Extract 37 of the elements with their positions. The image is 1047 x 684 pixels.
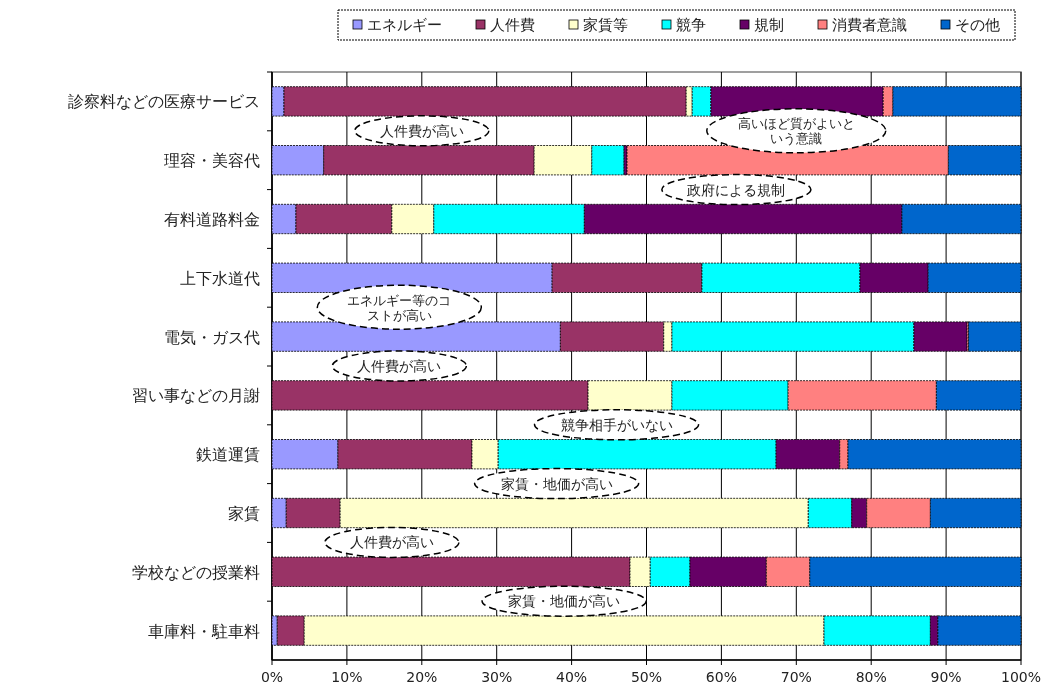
legend-label: その他: [955, 16, 1000, 34]
x-tick-label: 40%: [556, 669, 588, 684]
y-tick-label: 学校などの授業料: [132, 562, 260, 582]
x-tick-label: 80%: [855, 669, 887, 684]
y-tick-label: 車庫料・駐車料: [148, 621, 260, 641]
y-tick-label: 診察料などの医療サービス: [68, 92, 260, 112]
x-tick-label: 100%: [1000, 669, 1042, 684]
y-tick-label: 有料道路料金: [164, 210, 260, 229]
y-tick-label: 電気・ガス代: [164, 327, 260, 347]
x-tick-label: 0%: [260, 669, 284, 684]
annotation: 人件費が高い: [379, 122, 464, 139]
y-tick-label: 家賃: [228, 504, 260, 523]
legend-label: 規制: [754, 16, 784, 34]
legend-label: 家賃等: [583, 16, 628, 34]
legend-label: 競争: [676, 16, 706, 34]
x-tick-label: 60%: [705, 669, 737, 684]
y-tick-label: 上下水道代: [180, 268, 260, 288]
annotation: 高いほど質がよいという意識: [737, 116, 855, 147]
annotation: エネルギー等のコストが高い: [347, 292, 452, 323]
x-tick-label: 90%: [930, 669, 962, 684]
x-tick-label: 50%: [630, 669, 663, 684]
x-tick-label: 70%: [780, 669, 812, 684]
annotation: 家賃・地価が高い: [508, 593, 621, 610]
annotation: 人件費が高い: [357, 358, 442, 374]
x-tick-label: 30%: [481, 669, 513, 684]
legend-label: エネルギー: [367, 16, 442, 34]
legend-label: 人件費: [490, 16, 535, 34]
y-tick-label: 理容・美容代: [164, 151, 260, 171]
annotation: 政府による規制: [687, 181, 786, 198]
annotation: 競争相手がいない: [560, 416, 673, 433]
annotation: 家賃・地価が高い: [500, 475, 613, 492]
x-tick-label: 10%: [331, 669, 363, 684]
legend-label: 消費者意識: [832, 16, 907, 34]
x-tick-label: 20%: [406, 669, 438, 684]
y-tick-label: 習い事などの月謝: [132, 386, 260, 406]
y-tick-label: 鉄道運賃: [196, 445, 260, 465]
annotation: 人件費が高い: [349, 534, 434, 551]
